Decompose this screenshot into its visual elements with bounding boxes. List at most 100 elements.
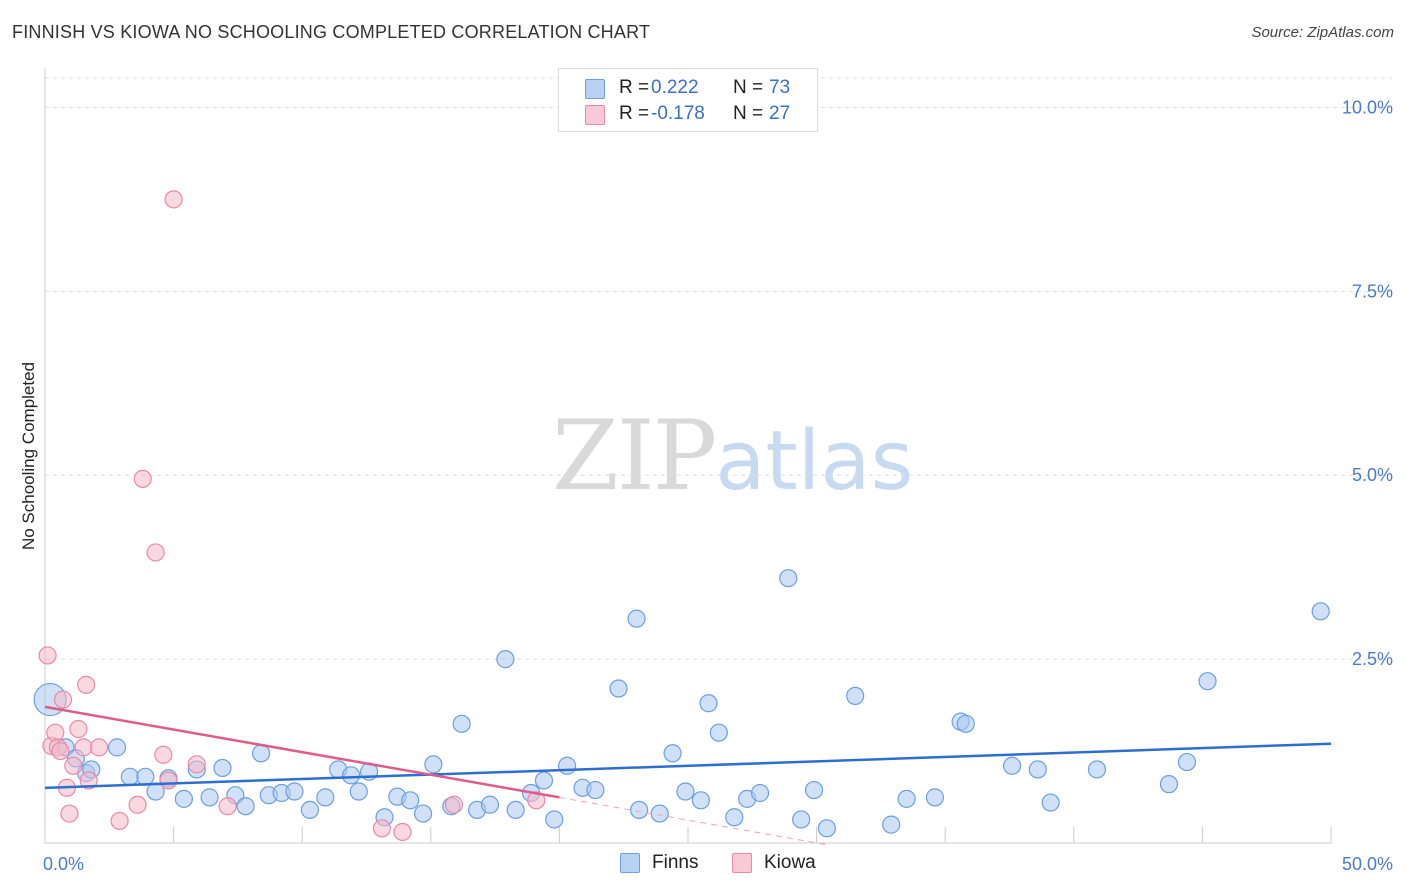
kiowa-point	[60, 804, 79, 823]
finns-point	[650, 804, 669, 823]
kiowa-point	[372, 819, 392, 838]
finns-point	[627, 609, 646, 628]
finns-point	[558, 756, 577, 775]
finns-point	[779, 569, 798, 588]
finns-point	[1002, 756, 1022, 775]
finns-point	[452, 714, 471, 733]
kiowa-point	[77, 675, 96, 694]
finns-point	[174, 789, 193, 808]
chart-title: FINNISH VS KIOWA NO SCHOOLING COMPLETED …	[12, 22, 651, 42]
y-axis-label: No Schooling Completed	[19, 362, 38, 550]
kiowa-point	[64, 756, 83, 775]
bottom-legend-swatch-kiowa	[732, 853, 752, 873]
kiowa-point	[146, 543, 165, 562]
finns-point	[792, 810, 811, 829]
finns-point	[1198, 672, 1217, 691]
finns-point	[1087, 760, 1107, 779]
y-tick-label: 2.5%	[1352, 649, 1393, 669]
finns-point	[1311, 602, 1330, 621]
bottom-legend-label-finns: Finns	[652, 852, 699, 873]
finns-point	[897, 789, 916, 808]
finns-point	[699, 694, 718, 713]
kiowa-point	[110, 811, 129, 831]
kiowa-point	[164, 190, 183, 209]
kiowa-point	[53, 690, 73, 709]
finns-point	[401, 791, 420, 810]
finns-point	[925, 788, 945, 807]
kiowa-trend-line	[559, 796, 830, 846]
finns-point	[846, 686, 865, 705]
finns-point	[316, 788, 335, 807]
watermark-atlas: atlas	[715, 414, 914, 509]
x-tick-label: 0.0%	[43, 854, 84, 874]
finns-point	[1041, 793, 1060, 812]
finns-point	[413, 804, 433, 823]
legend-swatch-finns	[585, 79, 605, 99]
kiowa-point	[38, 646, 57, 665]
finns-point	[107, 738, 127, 757]
finns-point	[882, 815, 901, 834]
legend-r-label: R =	[619, 103, 650, 124]
finns-point	[424, 755, 443, 774]
finns-point	[213, 758, 232, 778]
finns-point	[1159, 775, 1179, 794]
y-tick-label: 10.0%	[1342, 97, 1393, 117]
finns-point	[725, 808, 744, 827]
finns-point	[136, 767, 155, 786]
finns-point	[480, 795, 500, 814]
finns-point	[200, 788, 219, 807]
kiowa-point	[51, 741, 70, 761]
legend-r-value: 0.222	[651, 77, 699, 98]
finns-trend-line	[44, 742, 1332, 790]
finns-point	[506, 800, 525, 819]
legend-n-value: 73	[769, 77, 791, 98]
legend-n-value: 27	[769, 103, 791, 124]
finns-point	[496, 650, 515, 669]
bottom-legend-swatch-finns	[620, 853, 640, 873]
watermark: ZIPatlas	[552, 400, 913, 512]
finns-point	[663, 744, 682, 763]
y-tick-label: 5.0%	[1352, 465, 1393, 485]
legend-r-label: R =	[619, 77, 650, 98]
finns-point	[817, 819, 836, 838]
kiowa-point	[393, 822, 412, 842]
finns-point	[236, 797, 255, 816]
finns-point	[586, 780, 605, 800]
legend-swatch-kiowa	[585, 105, 605, 125]
kiowa-point	[159, 771, 178, 790]
finns-point	[709, 723, 728, 742]
x-tick-label: 50.0%	[1342, 854, 1393, 874]
legend-n-label: N =	[733, 77, 764, 98]
kiowa-point	[74, 738, 93, 757]
finns-point	[545, 810, 564, 829]
kiowa-point	[69, 719, 88, 739]
finns-point	[285, 782, 304, 801]
bottom-legend-label-kiowa: Kiowa	[764, 852, 816, 873]
finns-point	[349, 782, 368, 801]
finns-point	[300, 800, 320, 819]
finns-point	[956, 714, 975, 733]
kiowa-point	[79, 771, 98, 790]
chart-source: Source: ZipAtlas.com	[1251, 24, 1394, 41]
kiowa-point	[89, 738, 109, 757]
finns-point	[251, 744, 271, 763]
kiowa-point	[187, 755, 206, 774]
finns-point	[750, 783, 770, 803]
finns-point	[120, 767, 139, 786]
finns-point	[804, 780, 824, 800]
finns-point	[630, 800, 649, 819]
legend-r-value: -0.178	[651, 103, 705, 124]
finns-point	[534, 771, 554, 790]
finns-point	[1177, 752, 1197, 772]
finns-point	[1028, 760, 1047, 779]
finns-point	[341, 766, 361, 785]
legend-n-label: N =	[733, 103, 764, 124]
finns-point	[676, 782, 695, 801]
y-tick-label: 7.5%	[1352, 281, 1393, 301]
kiowa-point	[444, 795, 464, 814]
finns-point	[609, 679, 628, 698]
kiowa-point	[154, 745, 173, 764]
kiowa-point	[133, 469, 152, 488]
kiowa-point	[46, 723, 65, 742]
